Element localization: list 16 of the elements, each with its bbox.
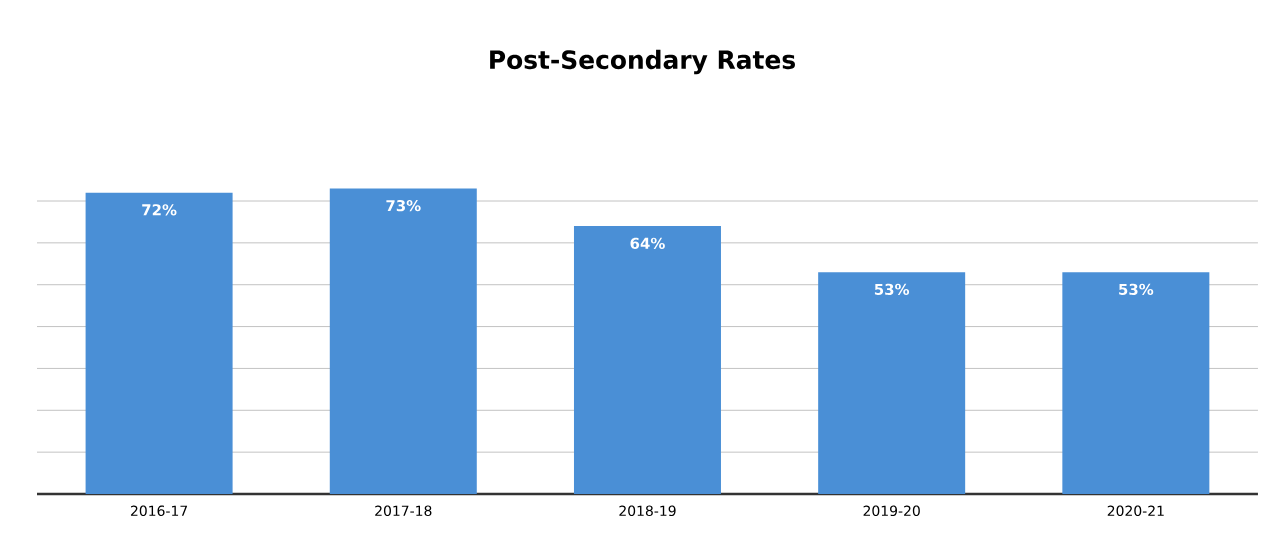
bar (329, 188, 477, 494)
x-tick-label: 2020-21 (1107, 505, 1164, 517)
chart-title: Post-Secondary Rates (490, 49, 795, 75)
bar (1062, 272, 1210, 494)
data-label: 72% (142, 204, 177, 216)
data-label: 73% (386, 199, 421, 212)
x-tick-label: 2018-19 (619, 505, 676, 517)
data-label: 53% (1119, 283, 1154, 295)
x-tick-label: 2017-18 (375, 505, 432, 517)
data-label: 53% (874, 283, 910, 295)
bar (818, 272, 966, 494)
data-label: 64% (630, 237, 665, 249)
bar (573, 226, 721, 494)
x-tick-label: 2016-17 (130, 505, 188, 517)
bar (85, 192, 233, 494)
x-tick-label: 2019-20 (863, 505, 920, 517)
